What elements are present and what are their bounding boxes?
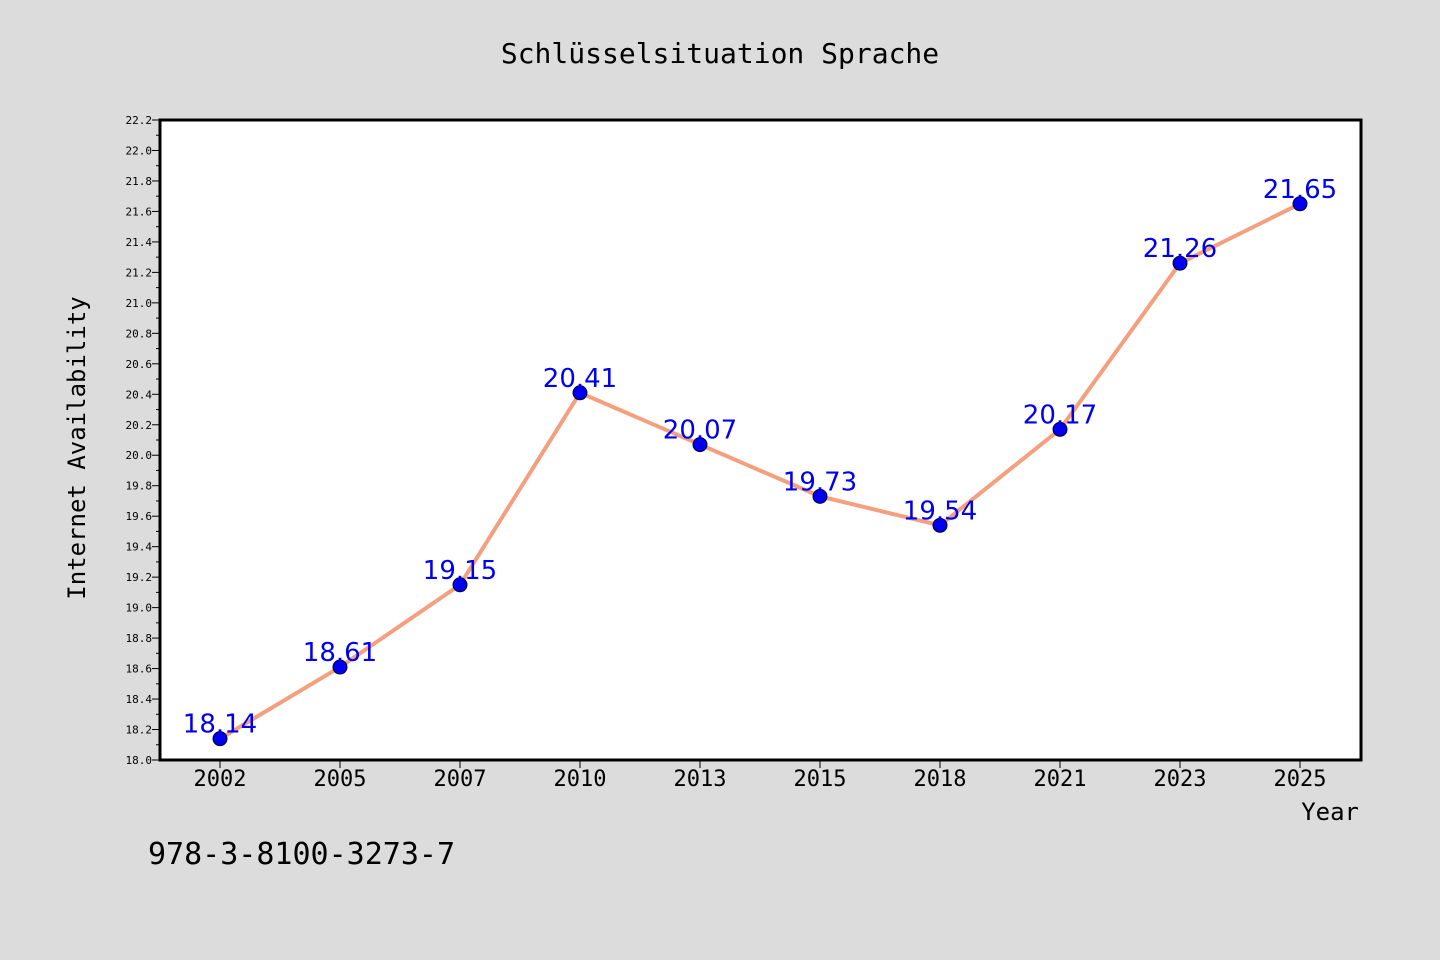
y-tick-label: 20.8 bbox=[126, 327, 153, 340]
x-tick-label: 2002 bbox=[194, 767, 247, 792]
isbn-text: 978-3-8100-3273-7 bbox=[148, 837, 455, 872]
data-point bbox=[212, 731, 228, 747]
data-label: 18.14 bbox=[183, 710, 257, 740]
y-tick-label: 18.2 bbox=[126, 724, 153, 737]
data-label: 19.54 bbox=[903, 496, 977, 526]
data-point bbox=[932, 517, 948, 533]
chart-title: Schlüsselsituation Sprache bbox=[501, 37, 939, 70]
y-tick-label: 21.2 bbox=[126, 266, 153, 279]
data-label: 21.65 bbox=[1263, 175, 1337, 205]
data-label: 18.61 bbox=[303, 638, 377, 668]
data-point bbox=[452, 577, 468, 593]
data-point bbox=[1052, 421, 1068, 437]
y-tick-label: 21.4 bbox=[126, 236, 153, 249]
y-tick-label: 21.6 bbox=[126, 205, 153, 218]
data-point bbox=[692, 437, 708, 453]
data-label: 20.07 bbox=[663, 416, 737, 446]
x-tick-label: 2023 bbox=[1154, 767, 1207, 792]
y-tick-label: 21.8 bbox=[126, 175, 153, 188]
y-tick-label: 18.6 bbox=[126, 663, 153, 676]
y-tick-label: 19.4 bbox=[126, 541, 153, 554]
x-axis-title: Year bbox=[1301, 798, 1359, 826]
y-tick-label: 19.6 bbox=[126, 510, 153, 523]
data-label: 20.17 bbox=[1023, 400, 1097, 430]
y-tick-label: 19.2 bbox=[126, 571, 153, 584]
y-axis-ticks: 18.0 18.2 18.4 18.6 18.8 19.0 19.2 19.4 19.6 19.8… bbox=[126, 114, 160, 767]
x-tick-label: 2021 bbox=[1034, 767, 1087, 792]
y-tick-label: 21.0 bbox=[126, 297, 153, 310]
series-layer: 18.14 18.61 19.15 20.41 20.07 19.73 19.54 20.17… bbox=[183, 175, 1337, 747]
data-point bbox=[572, 385, 588, 401]
y-tick-label: 20.6 bbox=[126, 358, 153, 371]
y-tick-label: 18.4 bbox=[126, 693, 153, 706]
data-point bbox=[332, 659, 348, 675]
data-point bbox=[1172, 255, 1188, 271]
y-tick-label: 20.4 bbox=[126, 388, 153, 401]
y-tick-label: 19.8 bbox=[126, 480, 153, 493]
x-axis-ticks: 2002 2005 2007 2010 2013 2015 2018 2021 2023 2025 bbox=[194, 760, 1327, 792]
data-label: 21.26 bbox=[1143, 234, 1217, 264]
data-label: 19.15 bbox=[423, 556, 497, 586]
y-tick-label: 19.0 bbox=[126, 602, 153, 615]
data-point bbox=[1292, 196, 1308, 212]
data-label: 19.73 bbox=[783, 467, 857, 497]
y-tick-label: 20.0 bbox=[126, 449, 153, 462]
x-tick-label: 2015 bbox=[794, 767, 847, 792]
y-tick-label: 18.8 bbox=[126, 632, 153, 645]
x-tick-label: 2025 bbox=[1274, 767, 1327, 792]
y-tick-label: 22.2 bbox=[126, 114, 153, 127]
y-tick-label: 18.0 bbox=[126, 754, 153, 767]
x-tick-label: 2005 bbox=[314, 767, 367, 792]
y-tick-label: 22.0 bbox=[126, 144, 153, 157]
series-line bbox=[218, 202, 1301, 741]
x-tick-label: 2013 bbox=[674, 767, 727, 792]
x-tick-label: 2018 bbox=[914, 767, 967, 792]
x-tick-label: 2010 bbox=[554, 767, 607, 792]
y-tick-label: 20.2 bbox=[126, 419, 153, 432]
data-point bbox=[812, 488, 828, 504]
data-label: 20.41 bbox=[543, 364, 617, 394]
x-tick-label: 2007 bbox=[434, 767, 487, 792]
y-axis-title: Internet Availability bbox=[63, 296, 91, 599]
